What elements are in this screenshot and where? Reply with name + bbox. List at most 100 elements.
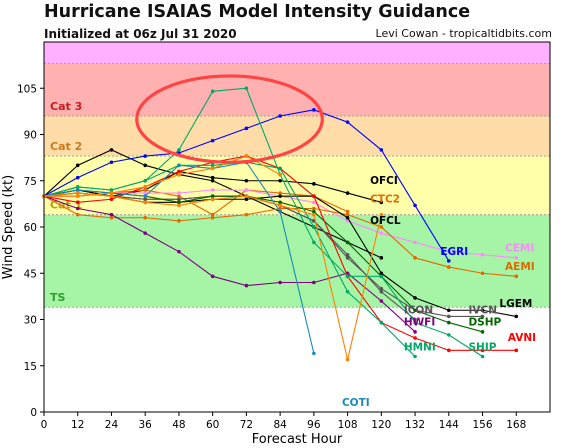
data-point-ship	[447, 333, 451, 337]
data-point-avni	[312, 194, 316, 198]
data-point-ship	[480, 354, 485, 359]
data-point-aemi	[210, 215, 215, 220]
data-point-cemi	[210, 188, 215, 192]
data-point-unlabeled-16	[109, 191, 114, 195]
x-tick-label: 72	[240, 419, 253, 431]
data-point-unlabeled-15	[210, 197, 215, 202]
data-point-ofci	[379, 200, 384, 205]
data-point-aemi	[447, 265, 451, 269]
highlight-ellipse	[135, 74, 324, 164]
data-point-dshp	[177, 200, 181, 205]
series-label-coti: COTI	[342, 397, 370, 409]
data-point-icon	[345, 252, 350, 257]
data-point-hwfi	[244, 283, 249, 288]
x-tick-label: 168	[506, 419, 526, 431]
x-tick-label: 132	[405, 419, 425, 431]
data-point-hwfi	[143, 231, 147, 235]
data-point-avni	[75, 200, 80, 205]
data-point-aemi	[514, 274, 519, 279]
data-point-cemi	[447, 249, 451, 254]
data-point-avni	[109, 197, 114, 202]
data-point-ivcn	[447, 314, 451, 319]
data-point-unlabeled-15	[379, 212, 384, 217]
data-point-unlabeled-15	[345, 357, 350, 362]
data-point-unlabeled-16	[75, 194, 80, 198]
data-point-ctc2	[210, 212, 215, 217]
data-point-unlabeled-15	[109, 194, 114, 198]
band-label: TS	[50, 291, 66, 304]
data-point-dshp	[278, 200, 282, 205]
data-point-avni	[514, 348, 519, 353]
annotation-layer	[135, 74, 324, 164]
x-tick-label: 60	[206, 419, 219, 431]
x-tick-label: 0	[41, 419, 48, 431]
data-point-avni	[413, 336, 417, 340]
data-point-ofcl	[379, 256, 384, 260]
data-point-aemi	[143, 215, 147, 220]
data-point-egri	[278, 114, 282, 118]
data-point-hwfi	[312, 280, 316, 285]
series-labels: OFCI CTC2 OFCL EGRI CEMI AEMI LGEM ICON IVCN HWFI…	[342, 175, 536, 409]
y-tick-label: 90	[24, 130, 37, 142]
data-point-ivcn	[379, 286, 384, 291]
data-point-cemi	[413, 240, 417, 245]
chart-subtitle: Initialized at 06z Jul 31 2020	[44, 27, 237, 41]
data-point-ship	[379, 274, 384, 279]
data-point-hmni	[75, 185, 80, 189]
data-point-ship	[345, 274, 350, 279]
credit-text: Levi Cowan - tropicaltidbits.com	[375, 27, 552, 40]
data-point-unlabeled-16	[143, 185, 147, 189]
data-point-cemi	[379, 231, 384, 235]
series-label-dshp: DSHP	[468, 317, 501, 329]
data-point-ofcl	[75, 163, 80, 168]
x-axis-label: Forecast Hour	[252, 432, 343, 447]
data-point-lgem	[413, 296, 417, 300]
data-point-avni	[177, 169, 181, 174]
band-label: Cat 2	[50, 140, 82, 153]
data-point-icon	[143, 197, 147, 202]
data-point-unlabeled-15	[312, 212, 316, 217]
data-point-lgem	[244, 197, 249, 202]
data-point-hmni	[210, 163, 215, 168]
data-point-cemi	[244, 188, 249, 192]
data-point-ship	[210, 89, 215, 94]
data-point-cemi	[480, 252, 485, 257]
data-point-ship	[177, 148, 181, 152]
data-point-dshp	[210, 194, 215, 198]
x-tick-label: 120	[371, 419, 391, 431]
data-point-egri	[312, 108, 316, 112]
data-point-hwfi	[75, 206, 80, 211]
data-point-lgem	[379, 271, 384, 276]
data-point-cemi	[177, 191, 181, 195]
x-tick-label: 156	[473, 419, 493, 431]
y-tick-label: 0	[30, 407, 37, 419]
data-point-coti	[278, 209, 282, 214]
y-tick-label: 75	[24, 176, 37, 188]
data-point-unlabeled-16	[244, 154, 249, 158]
data-point-egri	[244, 126, 249, 131]
data-point-aemi	[413, 256, 417, 260]
data-point-hmni	[109, 188, 114, 192]
data-point-ofcl	[210, 178, 215, 183]
data-point-ctc2	[177, 194, 181, 198]
data-point-egri	[413, 203, 417, 208]
data-point-dshp	[345, 240, 350, 245]
x-tick-label: 24	[105, 419, 119, 431]
y-axis-label: Wind Speed (kt)	[1, 175, 16, 279]
data-point-ship	[312, 240, 316, 245]
data-point-aemi	[75, 212, 80, 217]
data-point-unlabeled-16	[210, 166, 215, 171]
data-point-ofci	[244, 178, 249, 183]
series-label-avni: AVNI	[508, 332, 536, 344]
data-point-unlabeled-15	[75, 191, 80, 195]
y-tick-label: 105	[17, 83, 37, 95]
series-label-icon: ICON	[404, 304, 433, 316]
data-point-hmni	[312, 225, 316, 229]
series-label-ship: SHIP	[468, 341, 496, 353]
x-tick-label: 96	[307, 419, 321, 431]
band-cat-1	[44, 156, 550, 215]
data-point-ofci	[210, 175, 215, 180]
band-ts	[44, 214, 550, 308]
data-point-cemi	[143, 191, 147, 195]
series-label-hmni: HMNI	[404, 341, 436, 353]
